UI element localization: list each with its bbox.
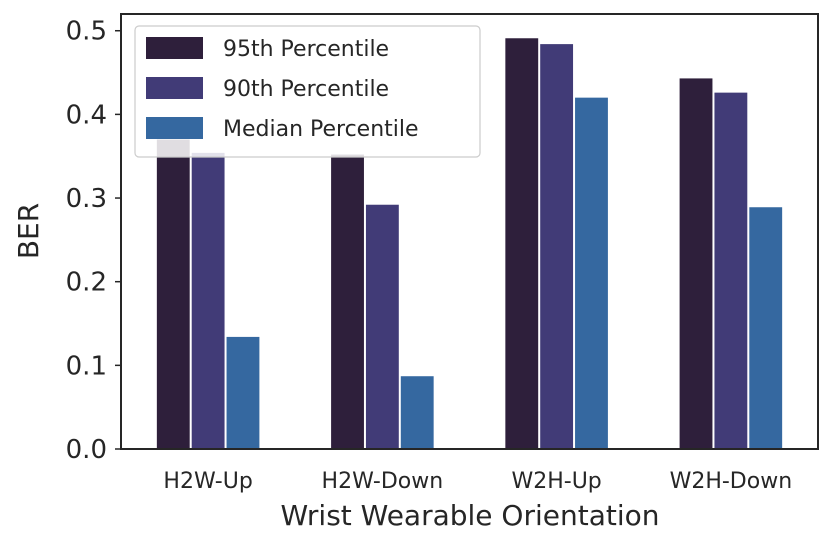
legend-box xyxy=(134,25,481,158)
x-tick-label: W2H-Down xyxy=(670,469,793,494)
x-axis-label: Wrist Wearable Orientation xyxy=(280,499,659,532)
x-tick-label: H2W-Up xyxy=(163,469,252,494)
y-tick-label: 0.3 xyxy=(66,184,107,214)
plot-frame xyxy=(120,13,819,450)
legend-label: 95th Percentile xyxy=(223,37,389,62)
bar-h2w-up-90th xyxy=(191,152,225,449)
bar-w2h-down-median xyxy=(749,207,783,449)
bar-w2h-up-90th xyxy=(540,44,574,449)
bar-w2h-down-95th xyxy=(679,78,713,450)
x-axis-ticks: H2W-Up H2W-Down W2H-Up W2H-Down xyxy=(163,469,792,494)
legend-swatch xyxy=(146,117,203,139)
y-tick-label: 0.0 xyxy=(66,435,107,465)
legend-label: 90th Percentile xyxy=(223,77,389,102)
x-tick-label: H2W-Down xyxy=(322,469,444,494)
legend: 95th Percentile 90th Percentile Median Per… xyxy=(134,25,481,158)
bar-w2h-up-95th xyxy=(505,38,539,450)
y-tick-label: 0.4 xyxy=(66,100,107,130)
bars-layer xyxy=(156,38,783,450)
y-tick-label: 0.1 xyxy=(66,351,107,381)
y-tick-label: 0.2 xyxy=(66,268,107,298)
legend-swatch xyxy=(146,77,203,99)
y-axis-label: BER xyxy=(12,203,45,259)
y-axis-ticks: 0.0 0.1 0.2 0.3 0.4 0.5 xyxy=(66,17,121,465)
x-tick-label: W2H-Up xyxy=(511,469,601,494)
legend-label: Median Percentile xyxy=(223,117,419,142)
bar-h2w-down-90th xyxy=(365,204,399,449)
y-tick-label: 0.5 xyxy=(66,17,107,47)
bar-h2w-up-95th xyxy=(156,139,190,449)
legend-swatch xyxy=(146,37,203,59)
bar-h2w-down-95th xyxy=(331,154,364,450)
bar-h2w-down-median xyxy=(400,376,434,449)
bar-w2h-up-median xyxy=(575,97,608,450)
bar-h2w-up-median xyxy=(226,336,260,449)
bar-w2h-down-90th xyxy=(714,92,748,449)
